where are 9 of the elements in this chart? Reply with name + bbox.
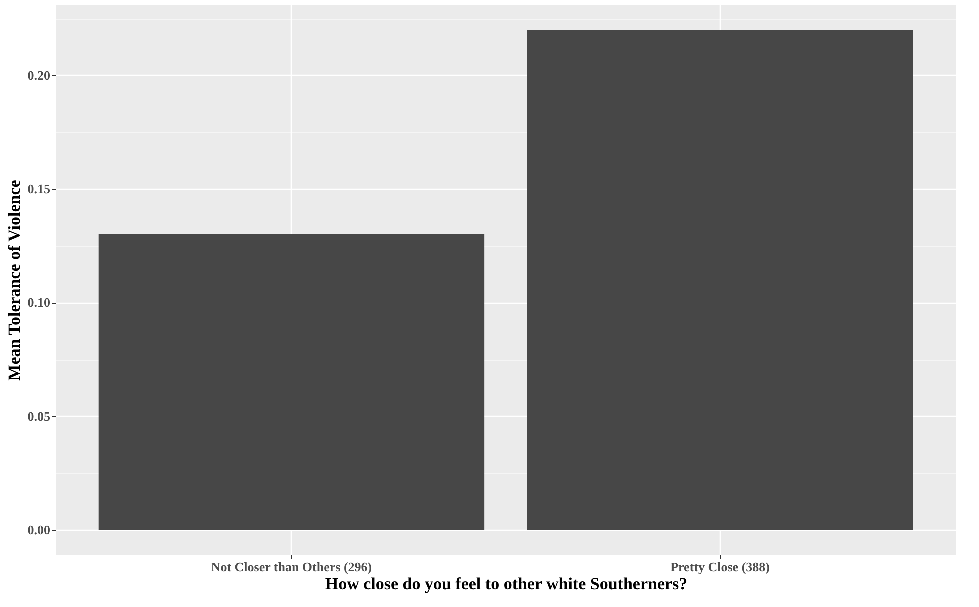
y-tick-label: 0.15: [28, 182, 51, 197]
y-tick-label: 0.05: [28, 408, 51, 424]
y-axis-title: Mean Tolerance of Violence: [4, 180, 24, 381]
x-axis-title: How close do you feel to other white Southerners?: [325, 574, 688, 594]
y-tick-label: 0.00: [28, 522, 50, 538]
y-tick-label: 0.20: [28, 68, 50, 83]
x-tick-label: Pretty Close (388): [670, 560, 770, 574]
x-tick-label: Not Closer than Others (296): [211, 560, 372, 574]
y-tick-label: 0.10: [28, 295, 50, 310]
